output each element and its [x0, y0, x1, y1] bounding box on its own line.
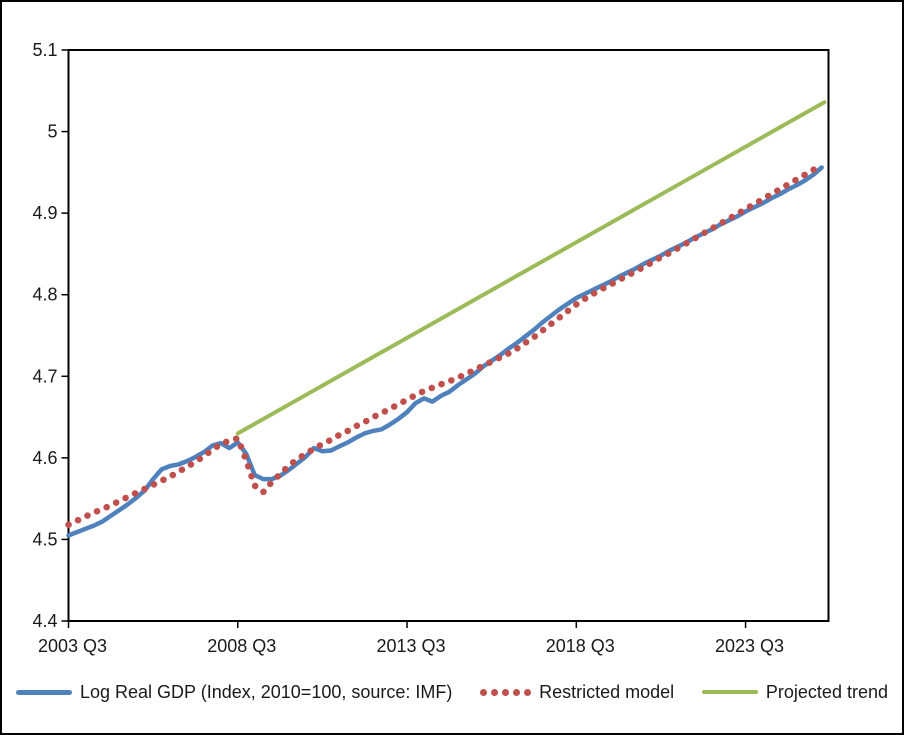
legend-item-log-real-gdp: Log Real GDP (Index, 2010=100, source: I…	[16, 682, 452, 703]
series-line-0	[66, 165, 824, 538]
x-axis-tick-label: 2008 Q3	[207, 636, 276, 656]
series-line-1	[65, 160, 825, 528]
series-line-2	[235, 100, 827, 436]
y-axis-tick-label: 5	[47, 122, 57, 142]
green-line-swatch-icon	[701, 690, 758, 694]
legend-label-projected-trend: Projected trend	[765, 681, 888, 702]
y-axis-tick-label: 4.8	[32, 285, 57, 305]
x-axis-tick-label: 2003 Q3	[38, 636, 107, 656]
red-dots-swatch-icon	[480, 688, 532, 696]
y-axis-tick-label: 4.5	[32, 529, 57, 549]
y-axis-tick-label: 4.9	[32, 203, 57, 223]
blue-line-swatch-icon	[16, 689, 72, 695]
y-axis-tick-label: 5.1	[32, 40, 57, 60]
legend-item-projected-trend: Projected trend	[701, 681, 888, 703]
x-axis-tick-label: 2023 Q3	[715, 636, 784, 656]
x-axis-tick-label: 2018 Q3	[546, 636, 615, 656]
y-axis-tick-label: 4.6	[32, 448, 57, 468]
x-axis-tick-label: 2013 Q3	[376, 636, 445, 656]
legend-label-restricted-model: Restricted model	[539, 681, 675, 702]
plot-area-border	[67, 49, 830, 622]
chart-legend: Log Real GDP (Index, 2010=100, source: I…	[2, 678, 902, 706]
legend-item-restricted-model: Restricted model	[480, 682, 674, 703]
legend-label-log-real-gdp: Log Real GDP (Index, 2010=100, source: I…	[80, 681, 453, 702]
y-axis-tick-label: 4.4	[32, 611, 57, 631]
y-axis-tick-label: 4.7	[32, 366, 57, 386]
